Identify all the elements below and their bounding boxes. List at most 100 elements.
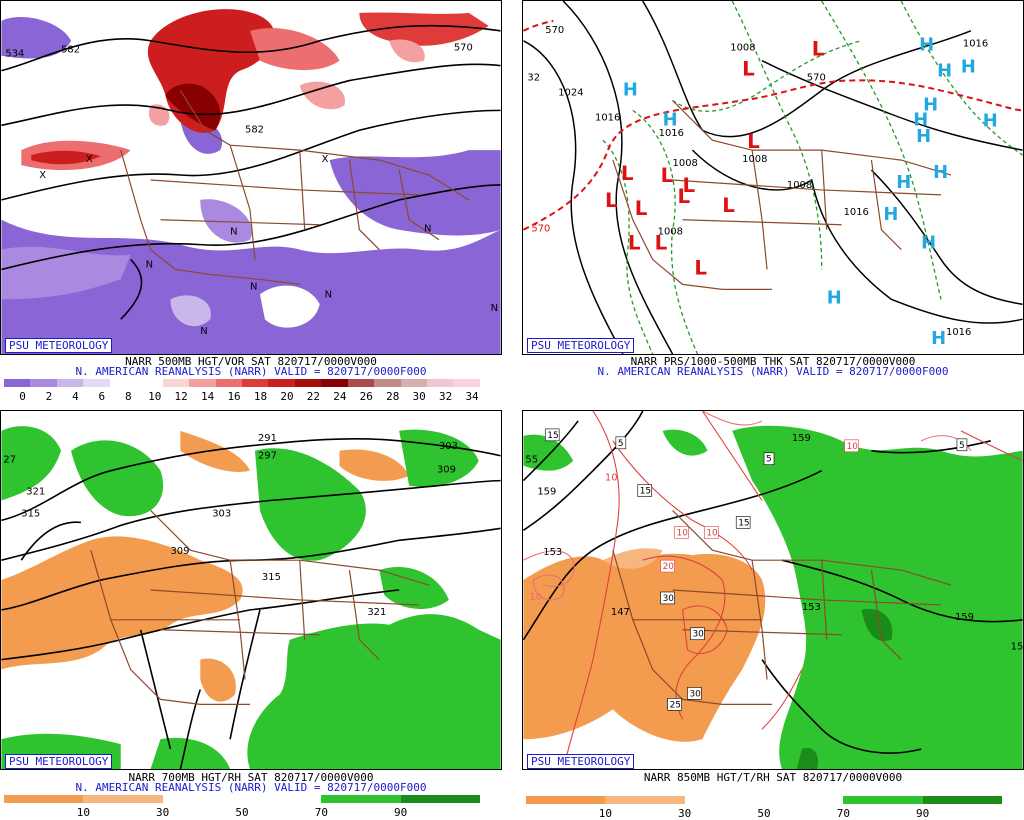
map-850mb-t-rh: 15 5 5 10 5 15 15 10 10 20 30 30 30 25 1… — [522, 410, 1024, 770]
colorbar — [4, 379, 480, 387]
high-pressure-center: H — [916, 126, 931, 147]
isotherm-label: 15 — [738, 518, 749, 528]
panel-850mb-t-rh: 15 5 5 10 5 15 15 10 10 20 30 30 30 25 1… — [522, 410, 1024, 820]
panel-pressure-thickness: 570 1008 570 1024 1016 1016 1008 1008 10… — [522, 0, 1024, 409]
contour-label: 570 — [545, 25, 564, 36]
contour-label: 159 — [955, 612, 974, 623]
colorbar-tick-label: 70 — [836, 807, 850, 820]
colorbar — [526, 796, 1002, 804]
colorbar-swatch — [241, 795, 322, 803]
colorbar-swatch — [83, 795, 163, 803]
colorbar-swatch — [162, 379, 190, 387]
high-pressure-center: H — [663, 109, 678, 130]
colorbar-tick-label: 32 — [438, 390, 453, 403]
contour-label: 309 — [170, 546, 189, 557]
low-pressure-center: L — [812, 38, 825, 61]
contour-label: 570 — [531, 224, 550, 235]
low-pressure-center: L — [621, 162, 634, 185]
colorbar-tick-label: 8 — [124, 390, 132, 403]
high-pressure-center: H — [623, 79, 638, 100]
contour-label: 570 — [454, 43, 473, 54]
contour-label: 1016 — [963, 39, 988, 50]
panel-title: NARR 500MB HGT/VOR SAT 820717/0000V000 — [125, 355, 377, 368]
colorbar-tick-label: 50 — [757, 807, 771, 820]
colorbar-swatch — [294, 379, 322, 387]
isotherm-label: 30 — [663, 594, 675, 604]
vort-center-label: X — [39, 170, 46, 181]
colorbar-swatch — [30, 379, 57, 387]
low-pressure-center: L — [683, 174, 696, 197]
contour-label: 1008 — [730, 43, 755, 54]
colorbar-tick-label: 22 — [306, 390, 321, 403]
colorbar-tick-label: 18 — [253, 390, 268, 403]
high-pressure-center: H — [896, 172, 911, 193]
psu-meteorology-badge: PSU METEOROLOGY — [5, 754, 113, 769]
low-pressure-center: L — [635, 197, 648, 220]
contour-label: 153 — [543, 547, 562, 558]
colorbar-tick-label: 6 — [98, 390, 106, 403]
panel-title: NARR 850MB HGT/T/RH SAT 820717/0000V000 — [643, 771, 903, 784]
colorbar-swatch — [4, 795, 84, 803]
contour-label: 570 — [807, 73, 826, 84]
panel-subtitle: N. AMERICAN REANALYSIS (NARR) VALID = 82… — [75, 781, 427, 794]
colorbar-tick-label: 24 — [333, 390, 347, 403]
colorbar-swatch — [347, 379, 375, 387]
contour-label: 1016 — [659, 128, 684, 139]
contour-label: 582 — [61, 45, 80, 56]
colorbar-ticks: 10 30 50 70 90 — [4, 806, 480, 819]
contour-label: 1008 — [658, 227, 683, 238]
contour-label: 1008 — [787, 180, 812, 191]
contour-label: 1016 — [946, 327, 971, 338]
high-pressure-center: H — [913, 109, 928, 130]
contour-label: 1016 — [595, 112, 620, 123]
contour-label: 1024 — [558, 87, 583, 98]
colorbar-swatch — [922, 796, 1002, 804]
contour-label: 159 — [792, 433, 811, 444]
contour-label: 153 — [802, 602, 821, 613]
low-pressure-center: L — [694, 256, 707, 279]
rh-moist-region — [247, 614, 501, 769]
colorbar-tick-label: 30 — [412, 390, 426, 403]
isotherm-label: 5 — [959, 441, 965, 451]
contour-label: 321 — [26, 487, 45, 498]
colorbar-swatch — [136, 379, 163, 387]
colorbar-swatch — [321, 379, 348, 387]
high-pressure-center: H — [933, 162, 948, 183]
colorbar-swatch — [83, 379, 110, 387]
colorbar-swatch — [215, 379, 242, 387]
colorbar-swatch — [400, 379, 427, 387]
colorbar-tick-label: 12 — [174, 390, 188, 403]
colorbar-swatch — [843, 796, 923, 804]
panel-title: NARR 700MB HGT/RH SAT 820717/0000V000 — [128, 771, 374, 784]
psu-meteorology-badge: PSU METEOROLOGY — [527, 754, 635, 769]
colorbar-tick-label: 70 — [314, 806, 328, 819]
colorbar-swatch — [526, 796, 606, 804]
isotherm-label: 15 — [547, 431, 558, 441]
colorbar-swatch — [4, 379, 31, 387]
colorbar-tick-label: 28 — [386, 390, 400, 403]
colorbar-tick-label: 20 — [280, 390, 294, 403]
contour-label: 10 — [529, 592, 542, 603]
colorbar-swatch — [56, 379, 84, 387]
colorbar-swatch — [605, 796, 685, 804]
colorbar-tick-label: 2 — [45, 390, 53, 403]
isotherm-label: 30 — [692, 630, 704, 640]
contour-label: 15 — [1011, 642, 1024, 653]
colorbar-tick-label: 90 — [916, 807, 930, 820]
isotherm-label: 5 — [766, 455, 772, 465]
vort-center-label: N — [491, 303, 498, 314]
vort-center-label: N — [200, 326, 207, 337]
isotherm-label: 10 — [706, 528, 718, 538]
contour-label: 1008 — [742, 154, 767, 165]
colorbar-swatch — [241, 379, 269, 387]
map-500mb-vorticity: 534 582 582 570 N N N N N N N X X X — [0, 0, 502, 355]
isotherm-label: 25 — [670, 700, 681, 710]
contour-label: 315 — [262, 572, 281, 583]
vort-negative-region — [1, 219, 501, 354]
colorbar-swatch — [453, 379, 480, 387]
high-pressure-center: H — [961, 57, 976, 78]
high-pressure-center: H — [923, 94, 938, 115]
colorbar-swatch — [763, 796, 844, 804]
colorbar-swatch — [374, 379, 401, 387]
rh-moist-region — [732, 425, 1023, 769]
